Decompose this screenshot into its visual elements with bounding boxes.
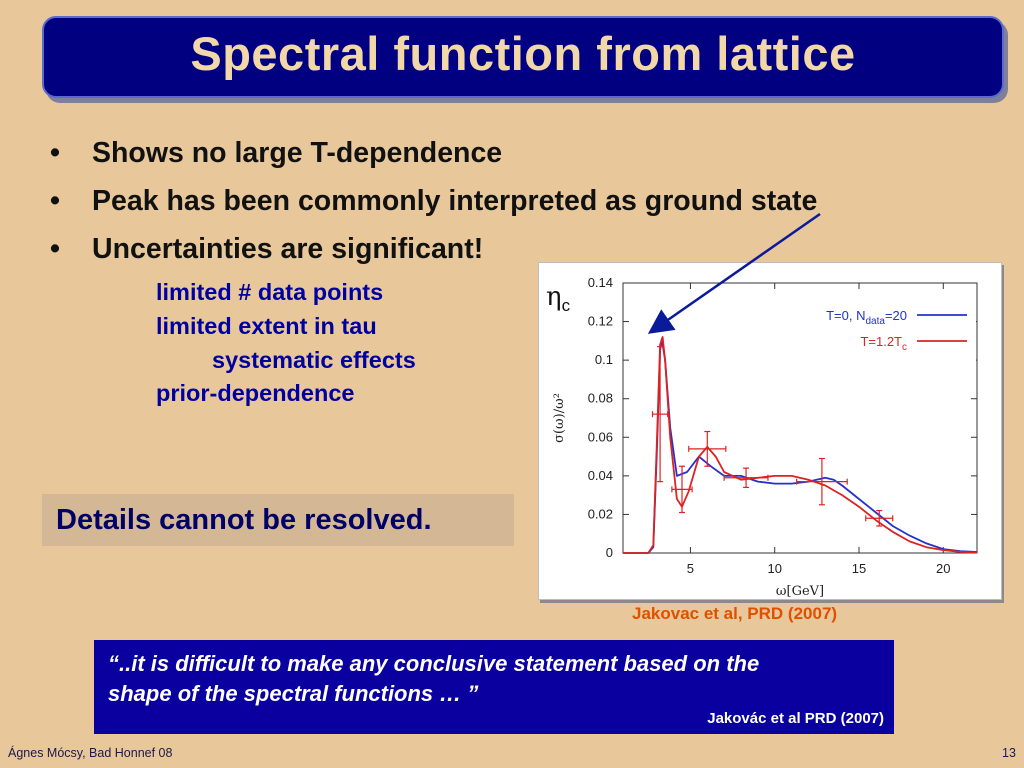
eta-symbol: η xyxy=(546,282,562,312)
y-tick-label: 0.12 xyxy=(588,314,613,329)
x-axis-label: ω[GeV] xyxy=(776,584,824,599)
x-tick-label: 10 xyxy=(767,561,781,576)
x-tick-label: 5 xyxy=(687,561,694,576)
bullet-dot-icon: • xyxy=(50,185,60,217)
y-tick-label: 0.14 xyxy=(588,275,613,290)
title-bar: Spectral function from lattice xyxy=(42,16,1004,98)
quote-line-1: “..it is difficult to make any conclusiv… xyxy=(108,651,760,676)
y-tick-label: 0.08 xyxy=(588,391,613,406)
x-tick-label: 15 xyxy=(852,561,866,576)
bullet-text: Uncertainties are significant! xyxy=(92,233,484,265)
chart-svg: 0 0.02 0.04 0.06 0.08 0.1 0.12 0.14 5 10 15 20 ω[GeV… xyxy=(552,275,978,599)
bullet-text: Peak has been commonly interpreted as gr… xyxy=(92,185,818,217)
bullet-item: • Shows no large T-dependence xyxy=(50,137,817,185)
eta-c-label: ηc xyxy=(546,282,570,316)
legend-label: T=0, Ndata=20 xyxy=(826,308,907,327)
y-tick-label: 0.06 xyxy=(588,429,613,444)
bullet-dot-icon: • xyxy=(50,137,60,169)
bullet-dot-icon: • xyxy=(50,233,60,265)
spectral-function-chart: 0 0.02 0.04 0.06 0.08 0.1 0.12 0.14 5 10 15 20 ω[GeV… xyxy=(538,262,1002,600)
series-line xyxy=(623,336,978,554)
page-number: 13 xyxy=(1002,746,1016,760)
quote-source: Jakovác et al PRD (2007) xyxy=(707,710,884,727)
quote-box: “..it is difficult to make any conclusiv… xyxy=(94,640,894,734)
y-tick-label: 0.02 xyxy=(588,506,613,521)
y-axis-label: σ(ω)/ω² xyxy=(552,393,567,443)
legend-label: T=1.2Tc xyxy=(860,334,907,353)
plot-frame xyxy=(622,282,978,554)
y-tick-label: 0.1 xyxy=(595,352,613,367)
y-tick-label: 0.04 xyxy=(588,468,613,483)
legend-box xyxy=(794,299,976,365)
sub-item: prior-dependence xyxy=(156,380,355,406)
sub-item: limited extent in tau xyxy=(156,313,377,339)
annotation-arrow xyxy=(647,212,821,334)
y-tick-label: 0 xyxy=(606,545,613,560)
bullet-text: Shows no large T-dependence xyxy=(92,137,503,169)
sub-item: limited # data points xyxy=(156,279,384,305)
footer-author: Ágnes Mócsy, Bad Honnef 08 xyxy=(8,746,173,760)
x-tick-label: 20 xyxy=(936,561,950,576)
sub-item: systematic effects xyxy=(212,347,416,373)
details-box: Details cannot be resolved. xyxy=(42,494,514,546)
bullet-item: • Uncertainties are significant! xyxy=(50,233,817,281)
slide-title: Spectral function from lattice xyxy=(190,27,856,80)
chart-citation: Jakovac et al, PRD (2007) xyxy=(632,604,838,623)
quote-line-2: shape of the spectral functions … ” xyxy=(108,681,479,706)
bullet-list: • Shows no large T-dependence • Peak has b… xyxy=(50,137,817,281)
eta-subscript: c xyxy=(561,296,571,316)
bullet-item: • Peak has been commonly interpreted as g… xyxy=(50,185,817,233)
